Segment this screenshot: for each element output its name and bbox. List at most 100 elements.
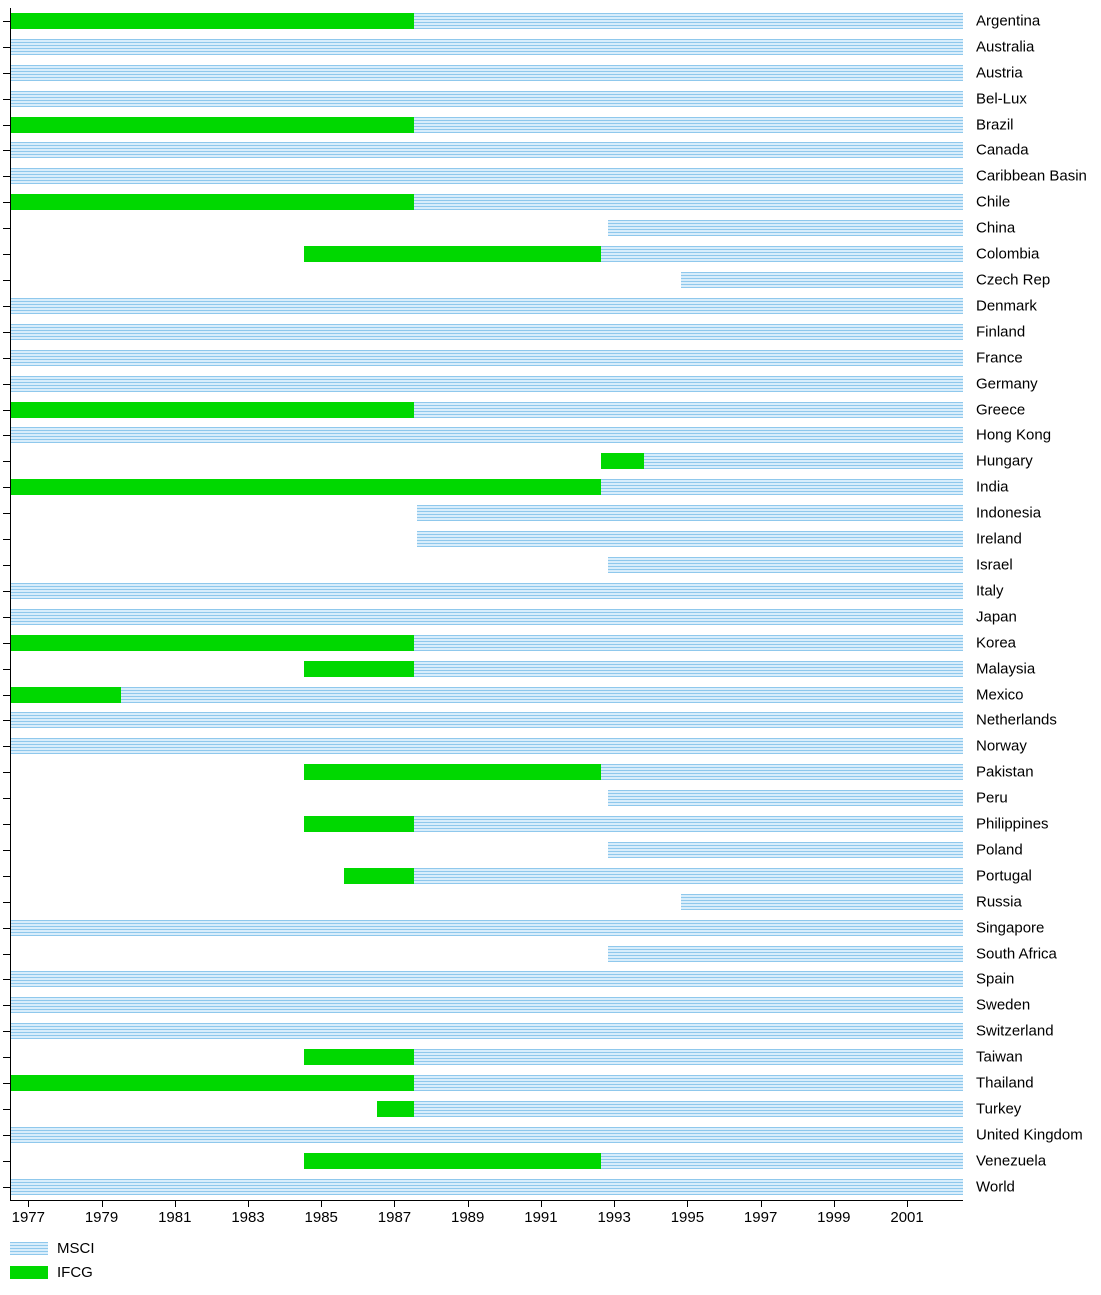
country-label: Norway bbox=[976, 737, 1027, 755]
x-tick-label: 1987 bbox=[377, 1209, 412, 1226]
y-axis-tick bbox=[3, 202, 10, 204]
msci-bar-segment bbox=[120, 686, 963, 703]
ifcg-bar-segment bbox=[303, 764, 601, 781]
msci-bar-segment bbox=[607, 841, 963, 858]
msci-bar-segment bbox=[11, 90, 963, 107]
y-axis-tick bbox=[3, 901, 10, 903]
msci-bar-segment bbox=[11, 375, 963, 392]
x-axis-tick bbox=[467, 1201, 469, 1207]
y-axis-tick bbox=[3, 513, 10, 515]
y-axis-tick bbox=[3, 953, 10, 955]
country-label: World bbox=[976, 1178, 1015, 1196]
y-axis-tick bbox=[3, 616, 10, 618]
timeline-row: Australia bbox=[3, 34, 1034, 60]
msci-bar-segment bbox=[413, 1101, 963, 1118]
msci-bar-segment bbox=[417, 505, 963, 522]
y-axis-tick bbox=[3, 1134, 10, 1136]
country-label: Canada bbox=[976, 141, 1029, 159]
msci-bar-segment bbox=[413, 660, 963, 677]
timeline-row: Switzerland bbox=[3, 1018, 1054, 1044]
country-label: Taiwan bbox=[976, 1048, 1023, 1066]
msci-bar-segment bbox=[607, 220, 963, 237]
y-axis-tick bbox=[3, 331, 10, 333]
x-axis-tick bbox=[833, 1201, 835, 1207]
x-axis-tick bbox=[174, 1201, 176, 1207]
timeline-row: Canada bbox=[3, 138, 1029, 164]
country-label: Brazil bbox=[976, 116, 1014, 134]
y-axis-tick bbox=[3, 720, 10, 722]
country-label: Mexico bbox=[976, 686, 1024, 704]
msci-bar-segment bbox=[413, 401, 963, 418]
country-label: Czech Rep bbox=[976, 271, 1051, 289]
msci-bar-segment bbox=[413, 867, 963, 884]
country-label: China bbox=[976, 219, 1016, 237]
y-axis-tick bbox=[3, 1109, 10, 1111]
x-tick-label: 1983 bbox=[231, 1209, 265, 1226]
msci-bar-segment bbox=[11, 64, 963, 81]
y-axis-tick bbox=[3, 979, 10, 981]
x-axis-tick bbox=[540, 1201, 542, 1207]
timeline-row: Singapore bbox=[3, 915, 1044, 941]
msci-bar-segment bbox=[607, 556, 963, 573]
msci-bar-segment bbox=[11, 712, 963, 729]
y-axis-tick bbox=[3, 564, 10, 566]
x-tick-label: 1991 bbox=[524, 1209, 558, 1226]
msci-bar-segment bbox=[681, 893, 963, 910]
country-label: Portugal bbox=[976, 867, 1032, 885]
x-tick-label: 2001 bbox=[890, 1209, 924, 1226]
x-tick-label: 1993 bbox=[597, 1209, 631, 1226]
country-label: Germany bbox=[976, 375, 1038, 393]
y-axis-tick bbox=[3, 487, 10, 489]
msci-bar-segment bbox=[11, 738, 963, 755]
country-label: Greece bbox=[976, 401, 1026, 419]
timeline-row: Malaysia bbox=[3, 656, 1035, 682]
timeline-row: Germany bbox=[3, 371, 1038, 397]
msci-bar-segment bbox=[413, 1049, 963, 1066]
country-label: Israel bbox=[976, 556, 1013, 574]
y-axis-tick bbox=[3, 849, 10, 851]
timeline-row: Thailand bbox=[3, 1070, 1034, 1096]
timeline-row: Mexico bbox=[3, 682, 1024, 708]
ifcg-bar-segment bbox=[11, 634, 414, 651]
msci-bar-segment bbox=[11, 1126, 963, 1143]
ifcg-legend-label: IFCG bbox=[57, 1263, 93, 1281]
country-label: Venezuela bbox=[976, 1152, 1047, 1170]
y-axis-tick bbox=[3, 280, 10, 282]
ifcg-bar-segment bbox=[11, 1075, 414, 1092]
msci-bar-segment bbox=[681, 272, 963, 289]
country-label: Netherlands bbox=[976, 711, 1057, 729]
msci-bar-segment bbox=[413, 634, 963, 651]
y-axis-tick bbox=[3, 98, 10, 100]
x-tick-label: 1999 bbox=[817, 1209, 851, 1226]
msci-swatch bbox=[10, 1241, 48, 1255]
y-axis-tick bbox=[3, 228, 10, 230]
y-axis-tick bbox=[3, 694, 10, 696]
country-label: Denmark bbox=[976, 297, 1037, 315]
timeline-row: Austria bbox=[3, 60, 1023, 86]
country-label: Malaysia bbox=[976, 660, 1036, 678]
timeline-row: Pakistan bbox=[3, 759, 1034, 785]
country-label: India bbox=[976, 478, 1009, 496]
timeline-row: Sweden bbox=[3, 992, 1030, 1018]
msci-bar-segment bbox=[11, 38, 963, 55]
country-label: South Africa bbox=[976, 945, 1057, 963]
x-axis-tick bbox=[907, 1201, 909, 1207]
y-axis-tick bbox=[3, 875, 10, 877]
x-axis-tick bbox=[614, 1201, 616, 1207]
country-label: Caribbean Basin bbox=[976, 167, 1087, 185]
timeline-row: India bbox=[3, 474, 1009, 500]
msci-bar-segment bbox=[600, 764, 963, 781]
timeline-row: Russia bbox=[3, 889, 1022, 915]
msci-bar-segment bbox=[11, 919, 963, 936]
timeline-row: Chile bbox=[3, 189, 1010, 215]
x-axis-tick bbox=[28, 1201, 30, 1207]
ifcg-bar-segment bbox=[600, 453, 645, 470]
y-axis-tick bbox=[3, 305, 10, 307]
x-axis-tick bbox=[101, 1201, 103, 1207]
ifcg-swatch bbox=[10, 1265, 48, 1279]
country-label: Spain bbox=[976, 970, 1015, 988]
ifcg-bar-segment bbox=[303, 1049, 414, 1066]
country-label: Switzerland bbox=[976, 1022, 1054, 1040]
msci-bar-segment bbox=[413, 116, 963, 133]
